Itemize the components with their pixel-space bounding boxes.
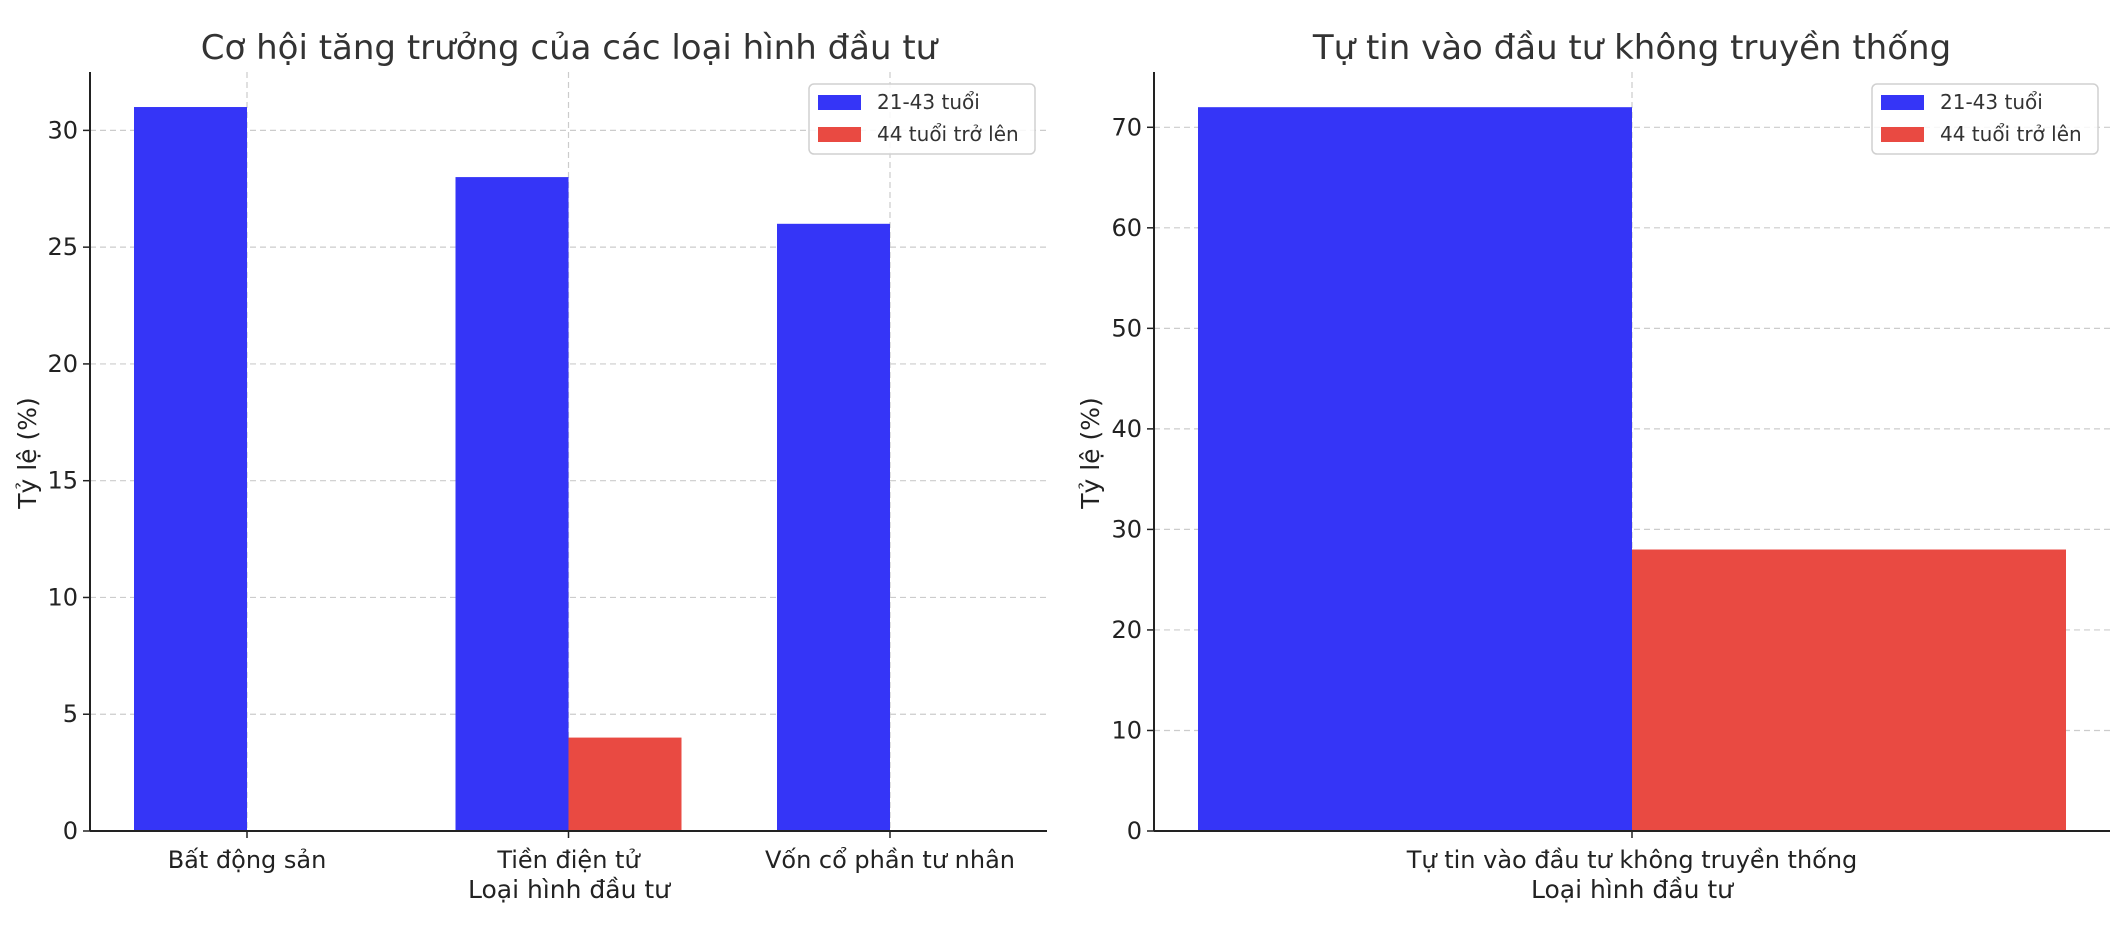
chart-growth-opportunity: Cơ hội tăng trưởng của các loại hình đầu… bbox=[13, 28, 1047, 904]
legend-swatch-21-43-tu-i bbox=[1881, 95, 1924, 110]
x-tick-label: Vốn cổ phần tư nhân bbox=[765, 846, 1015, 874]
bars bbox=[1198, 107, 2066, 832]
y-tick-label: 5 bbox=[63, 700, 78, 728]
bars bbox=[134, 107, 890, 832]
chart-title: Cơ hội tăng trưởng của các loại hình đầu… bbox=[201, 28, 939, 68]
bar-44-tu-i-tr-l-n-t-tin-v-o-u-t-kh-ng-truy-n-th-ng bbox=[1632, 549, 2066, 831]
y-tick-label: 20 bbox=[47, 350, 78, 378]
y-axis-label: Tỷ lệ (%) bbox=[1076, 397, 1105, 510]
legend-swatch-21-43-tu-i bbox=[818, 95, 861, 110]
legend-label: 44 tuổi trở lên bbox=[1940, 122, 2082, 146]
legend-box bbox=[1871, 83, 2099, 155]
y-tick-label: 10 bbox=[1111, 716, 1142, 744]
chart-nontraditional-confidence: Tự tin vào đầu tư không truyền thống Loạ… bbox=[1076, 28, 2110, 904]
y-tick-label: 50 bbox=[1111, 314, 1142, 342]
y-tick-label: 40 bbox=[1111, 415, 1142, 443]
legend-label: 21-43 tuổi bbox=[1940, 90, 2043, 114]
legend-box bbox=[808, 83, 1036, 155]
y-tick-label: 10 bbox=[47, 583, 78, 611]
legend-label: 21-43 tuổi bbox=[877, 90, 980, 114]
legend-label: 44 tuổi trở lên bbox=[877, 122, 1019, 146]
x-tick-label: Tự tin vào đầu tư không truyền thống bbox=[1406, 846, 1858, 874]
y-tick-label: 0 bbox=[1127, 817, 1142, 845]
axes: 0 5 10 15 20 25 30 Bất động sản Tiền điện tử Vốn … bbox=[47, 72, 1047, 874]
chart-title: Tự tin vào đầu tư không truyền thống bbox=[1312, 28, 1951, 68]
y-tick-label: 70 bbox=[1111, 113, 1142, 141]
bar-21-43-tu-i-ti-n-i-n-t bbox=[455, 177, 569, 832]
x-tick-label: Tiền điện tử bbox=[496, 846, 641, 874]
x-axis-label: Loại hình đầu tư bbox=[468, 875, 671, 904]
y-tick-label: 0 bbox=[63, 817, 78, 845]
bar-44-tu-i-tr-l-n-ti-n-i-n-t bbox=[568, 737, 682, 831]
y-tick-label: 30 bbox=[1111, 515, 1142, 543]
legend-swatch-44-tu-i-tr-l-n bbox=[818, 127, 861, 142]
y-tick-label: 60 bbox=[1111, 214, 1142, 242]
bar-21-43-tu-i-v-n-c-ph-n-t-nh-n bbox=[777, 223, 890, 832]
y-tick-label: 15 bbox=[47, 467, 78, 495]
legend: 21-43 tuổi 44 tuổi trở lên bbox=[1871, 83, 2099, 155]
y-tick-label: 30 bbox=[47, 116, 78, 144]
bar-21-43-tu-i-b-t-ng-s-n bbox=[134, 107, 247, 832]
legend: 21-43 tuổi 44 tuổi trở lên bbox=[808, 83, 1036, 155]
y-axis-label: Tỷ lệ (%) bbox=[13, 397, 42, 510]
x-axis-label: Loại hình đầu tư bbox=[1531, 875, 1734, 904]
y-tick-label: 25 bbox=[47, 233, 78, 261]
bar-21-43-tu-i-t-tin-v-o-u-t-kh-ng-truy-n-th-ng bbox=[1198, 107, 1632, 832]
legend-swatch-44-tu-i-tr-l-n bbox=[1881, 127, 1924, 142]
x-tick-label: Bất động sản bbox=[168, 846, 327, 874]
axes: 0 10 20 30 40 50 60 70 Tự tin vào đầu tư không t… bbox=[1111, 72, 2110, 874]
y-tick-label: 20 bbox=[1111, 616, 1142, 644]
